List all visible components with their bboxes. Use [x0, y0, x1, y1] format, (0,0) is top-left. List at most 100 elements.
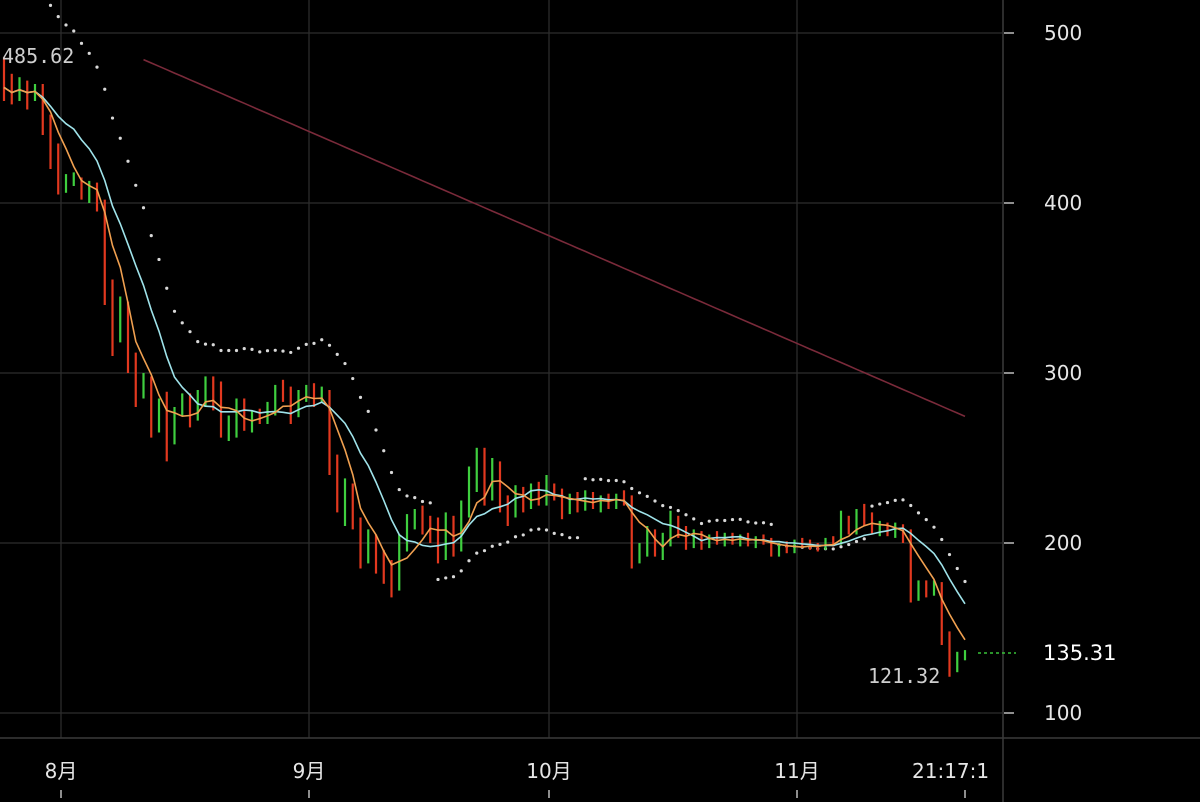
sar-dot [707, 519, 711, 523]
sar-dot [575, 536, 580, 540]
sar-dot [188, 330, 192, 334]
sar-dot [645, 494, 649, 498]
sar-dot [134, 183, 138, 187]
sar-dot [661, 504, 665, 508]
sar-dot [172, 309, 177, 313]
sar-dot [211, 343, 215, 347]
sar-dot [72, 29, 76, 33]
sar-dot [304, 342, 308, 346]
sar-dot [622, 480, 626, 484]
x-tick-label: 11月 [774, 759, 819, 783]
sar-dots [48, 3, 967, 584]
sar-dot [444, 576, 448, 580]
sar-dot [885, 500, 890, 505]
sar-dot [692, 517, 696, 521]
sar-dot [862, 537, 866, 541]
sar-dot [552, 531, 556, 535]
sar-dot [878, 502, 882, 506]
sar-dot [95, 65, 99, 69]
sar-dot [335, 352, 339, 356]
sar-dot [296, 346, 301, 350]
sar-dot [475, 551, 479, 555]
sar-dot [723, 518, 727, 523]
sar-dot [730, 517, 735, 522]
sar-dot [955, 566, 959, 571]
x-tick-label: 10月 [526, 759, 571, 783]
y-tick-label: 200 [1044, 531, 1082, 555]
sar-dot [234, 348, 239, 353]
sar-dot [343, 361, 347, 366]
sar-dot [947, 552, 952, 557]
sar-dot [141, 206, 146, 210]
time-label: 21:17:1 [912, 759, 989, 783]
sar-dot [544, 528, 549, 532]
sar-dot [529, 528, 533, 532]
sar-dot [761, 521, 766, 525]
sar-dot [699, 521, 704, 526]
sar-dot [568, 536, 572, 540]
sar-dot [48, 3, 53, 7]
sar-dot [87, 51, 91, 55]
sar-dot [289, 350, 293, 355]
sar-dot [754, 521, 758, 525]
sar-dot [901, 498, 905, 502]
sar-dot [924, 518, 928, 522]
sar-dot [451, 575, 456, 579]
sar-dot [64, 23, 68, 27]
sar-dot [219, 348, 223, 353]
candles [2, 57, 967, 677]
sar-dot [149, 234, 153, 238]
ma-mid-line [3, 86, 966, 605]
sar-dot [490, 544, 494, 548]
sar-dot [932, 525, 936, 529]
sar-dot [854, 539, 859, 544]
sar-dot [312, 341, 316, 345]
sar-dot [637, 491, 642, 495]
sar-dot [715, 518, 719, 522]
y-tick-label: 300 [1044, 361, 1082, 385]
sar-dot [428, 501, 432, 505]
sar-dot [203, 342, 208, 346]
sar-dot [676, 509, 680, 513]
sar-dot [180, 321, 184, 325]
sar-dot [606, 479, 611, 483]
sar-dot [327, 343, 332, 347]
sar-dot [909, 503, 913, 508]
sar-dot [583, 477, 587, 481]
sar-dot [258, 350, 262, 354]
sar-dot [839, 545, 843, 549]
sar-dot [165, 286, 169, 290]
sar-dot [436, 577, 440, 582]
sar-dot [320, 338, 324, 342]
sar-dot [893, 498, 897, 502]
sar-dot [746, 520, 750, 524]
sar-dot [110, 116, 115, 120]
sar-dot [614, 478, 618, 483]
sar-dot [420, 499, 425, 504]
sar-dot [521, 533, 525, 537]
ma-slow-line [143, 58, 966, 418]
sar-dot [351, 376, 355, 381]
sar-dot [630, 486, 634, 491]
sar-dot [963, 579, 967, 584]
sar-dot [118, 136, 122, 140]
sar-dot [482, 549, 487, 553]
sar-dot [847, 542, 851, 547]
sar-dot [79, 41, 84, 45]
sar-dot [916, 511, 921, 515]
sar-dot [196, 340, 200, 344]
sar-dot [242, 346, 246, 351]
x-tick-label: 8月 [45, 759, 78, 783]
sar-dot [459, 569, 463, 573]
sar-dot [374, 428, 378, 432]
sar-dot [591, 478, 595, 482]
sar-dot [684, 513, 688, 517]
high-annotation: 485.62 [2, 44, 74, 68]
ma-fast-line [3, 86, 966, 641]
sar-dot [513, 535, 518, 539]
sar-dot [250, 347, 254, 351]
y-tick-label: 100 [1044, 701, 1082, 725]
sar-dot [413, 496, 417, 500]
